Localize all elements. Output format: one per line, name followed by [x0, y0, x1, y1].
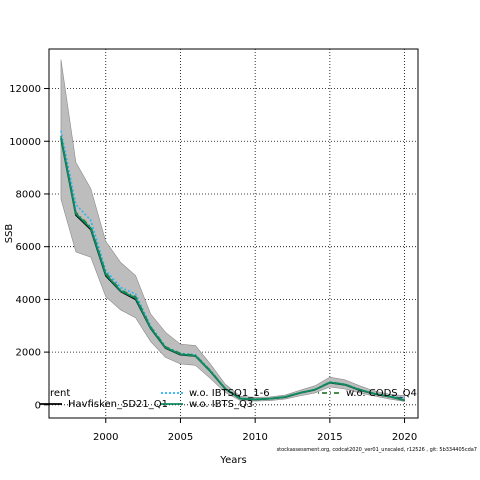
confidence-band-area [60, 59, 405, 402]
y-tick-label: 6000 [16, 242, 41, 253]
y-axis: 0 2000 4000 6000 8000 10000 12000 [9, 84, 49, 411]
y-tick-label: 12000 [9, 84, 41, 95]
confidence-band [60, 59, 405, 402]
x-axis-title: Years [219, 455, 246, 466]
footer-credit: stockassessment.org, codcat2020_ver01_un… [277, 447, 477, 453]
series-lines [60, 130, 405, 402]
legend-label-4: w.o. CODS_Q4 [346, 388, 417, 399]
x-tick-label: 2005 [168, 432, 193, 443]
x-axis: 2000 2005 2010 2015 2020 [93, 418, 417, 443]
plot-frame [48, 48, 419, 419]
x-tick-label: 2000 [93, 432, 118, 443]
x-tick-label: 2020 [392, 432, 417, 443]
plot-background [49, 49, 418, 418]
y-tick-label: 2000 [16, 348, 41, 359]
y-tick-label: 8000 [16, 189, 41, 200]
y-axis-title: SSB [4, 224, 15, 244]
y-tick-label: 0 [35, 400, 41, 411]
y-tick-label: 4000 [16, 295, 41, 306]
legend-label-0: rent [50, 388, 70, 399]
legend-label-2: w.o. IBTSQ1_1-6 [189, 388, 270, 399]
x-tick-label: 2015 [317, 432, 342, 443]
legend-label-3: w.o. IBTS_Q3 [189, 399, 253, 410]
legend-label-1: Havfisken_SD21_Q1 [68, 399, 168, 410]
x-tick-label: 2010 [242, 432, 267, 443]
y-tick-label: 10000 [9, 137, 41, 148]
series-line-3 [60, 137, 405, 402]
